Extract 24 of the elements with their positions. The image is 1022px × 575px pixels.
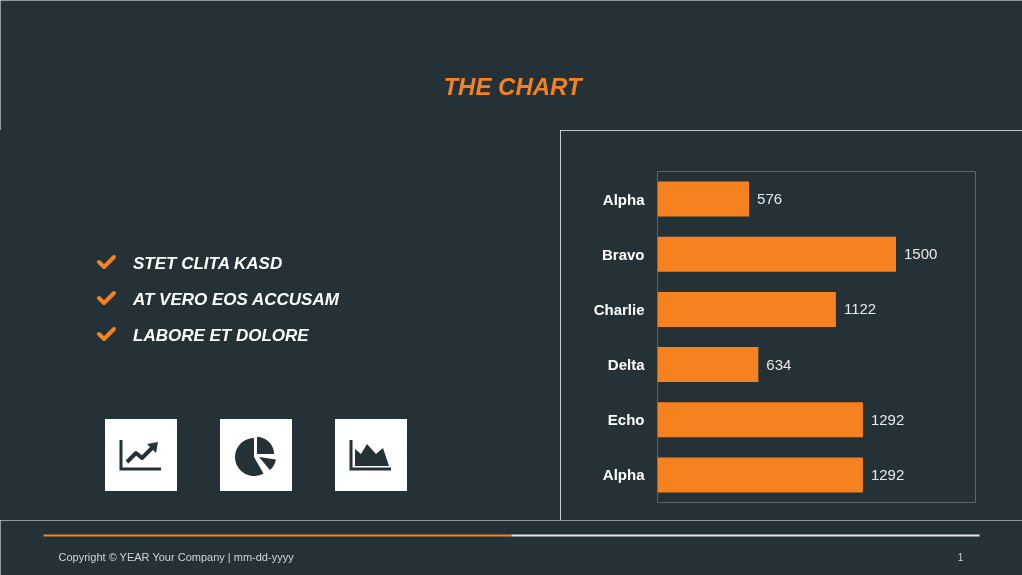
bar xyxy=(657,181,750,217)
y-tick-label: Alpha xyxy=(602,466,646,484)
bar xyxy=(657,347,759,383)
y-tick-label: Echo xyxy=(607,411,645,429)
y-tick-label: Charlie xyxy=(593,300,645,318)
y-tick-label: Bravo xyxy=(601,245,645,263)
chart-title: THE CHART xyxy=(443,73,584,100)
text: STET CLITA KASD xyxy=(133,253,283,273)
text: 1 xyxy=(957,551,964,563)
bar xyxy=(657,457,863,493)
text: LABORE ET DOLORE xyxy=(133,325,310,345)
text: Copyright © YEAR Your Company | mm-dd-yyyy xyxy=(58,550,295,563)
data-label: 634 xyxy=(766,355,792,373)
data-label: 1292 xyxy=(870,465,905,483)
bar xyxy=(657,236,896,272)
bar xyxy=(657,291,836,327)
data-label: 1292 xyxy=(870,410,905,428)
data-label: 576 xyxy=(757,190,783,208)
y-tick-label: Delta xyxy=(607,356,646,374)
data-label: 1122 xyxy=(843,300,877,318)
y-tick-label: Alpha xyxy=(602,190,646,208)
bar xyxy=(657,402,863,438)
data-label: 1500 xyxy=(904,245,938,263)
text: AT VERO EOS ACCUSAM xyxy=(132,289,340,309)
